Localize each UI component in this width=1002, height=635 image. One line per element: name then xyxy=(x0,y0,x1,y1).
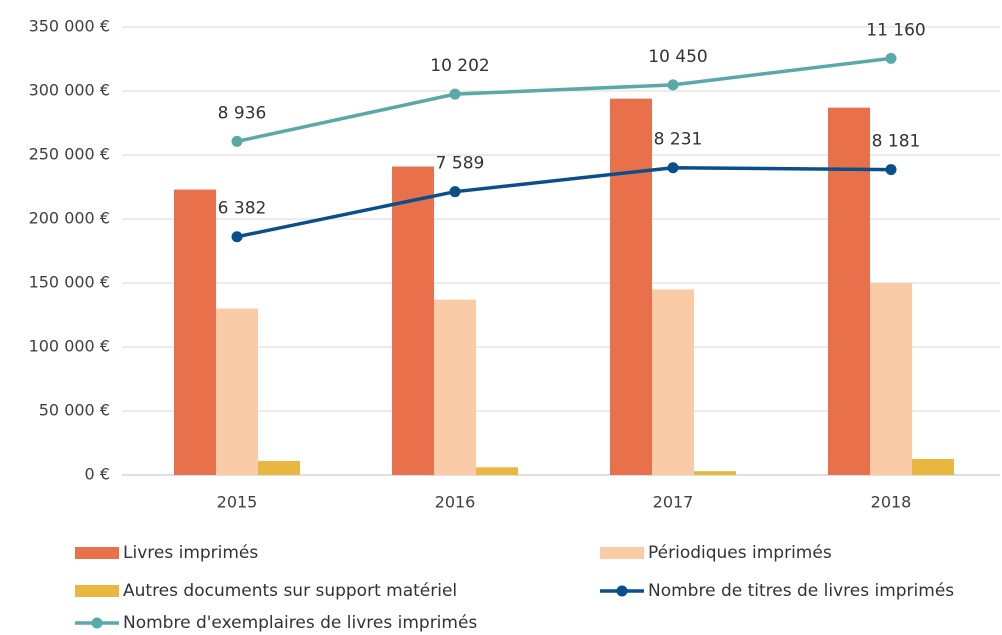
x-tick-label: 2016 xyxy=(435,493,476,512)
bar xyxy=(392,166,434,475)
line-point xyxy=(885,164,897,176)
y-tick-label: 100 000 € xyxy=(29,337,110,356)
y-tick-label: 250 000 € xyxy=(29,145,110,164)
legend-swatch xyxy=(75,585,119,597)
bar xyxy=(828,107,870,475)
data-label: 8 231 xyxy=(654,130,703,150)
legend-swatch xyxy=(600,547,644,559)
line-point xyxy=(667,79,679,91)
bar xyxy=(652,289,694,475)
legend-dot xyxy=(91,617,103,629)
line-point xyxy=(449,88,461,100)
line-point xyxy=(667,162,679,174)
data-label: 8 936 xyxy=(218,103,267,123)
legend-swatch xyxy=(75,547,119,559)
y-tick-label: 300 000 € xyxy=(29,81,110,100)
x-tick-label: 2015 xyxy=(217,493,258,512)
bar xyxy=(912,459,954,475)
bar xyxy=(434,299,476,475)
y-tick-label: 150 000 € xyxy=(29,273,110,292)
line xyxy=(236,165,892,239)
legend-label: Autres documents sur support matériel xyxy=(123,581,457,601)
bar xyxy=(476,467,518,475)
y-tick-label: 200 000 € xyxy=(29,209,110,228)
legend-label: Nombre d'exemplaires de livres imprimés xyxy=(123,613,477,633)
bar xyxy=(258,460,300,475)
legend-label: Périodiques imprimés xyxy=(648,543,832,563)
y-tick-label: 0 € xyxy=(85,465,110,484)
line-point xyxy=(231,135,243,147)
bar xyxy=(174,189,216,475)
y-tick-label: 350 000 € xyxy=(29,17,110,36)
bar xyxy=(216,308,258,475)
data-label: 7 589 xyxy=(436,154,485,174)
line xyxy=(236,56,892,144)
data-label: 6 382 xyxy=(218,199,267,219)
bar xyxy=(610,98,652,476)
y-tick-label: 50 000 € xyxy=(39,401,110,420)
legend-label: Nombre de titres de livres imprimés xyxy=(648,581,954,601)
line-point xyxy=(885,52,897,64)
x-tick-label: 2017 xyxy=(653,493,694,512)
line-point xyxy=(449,186,461,198)
line-point xyxy=(231,231,243,243)
data-label: 10 202 xyxy=(430,56,489,76)
data-label: 10 450 xyxy=(648,47,707,67)
legend-dot xyxy=(616,585,628,597)
legend-label: Livres imprimés xyxy=(123,543,258,563)
data-label: 8 181 xyxy=(872,132,921,152)
x-tick-label: 2018 xyxy=(871,493,912,512)
bar xyxy=(870,283,912,475)
bar xyxy=(694,471,736,475)
data-label: 11 160 xyxy=(866,20,925,40)
